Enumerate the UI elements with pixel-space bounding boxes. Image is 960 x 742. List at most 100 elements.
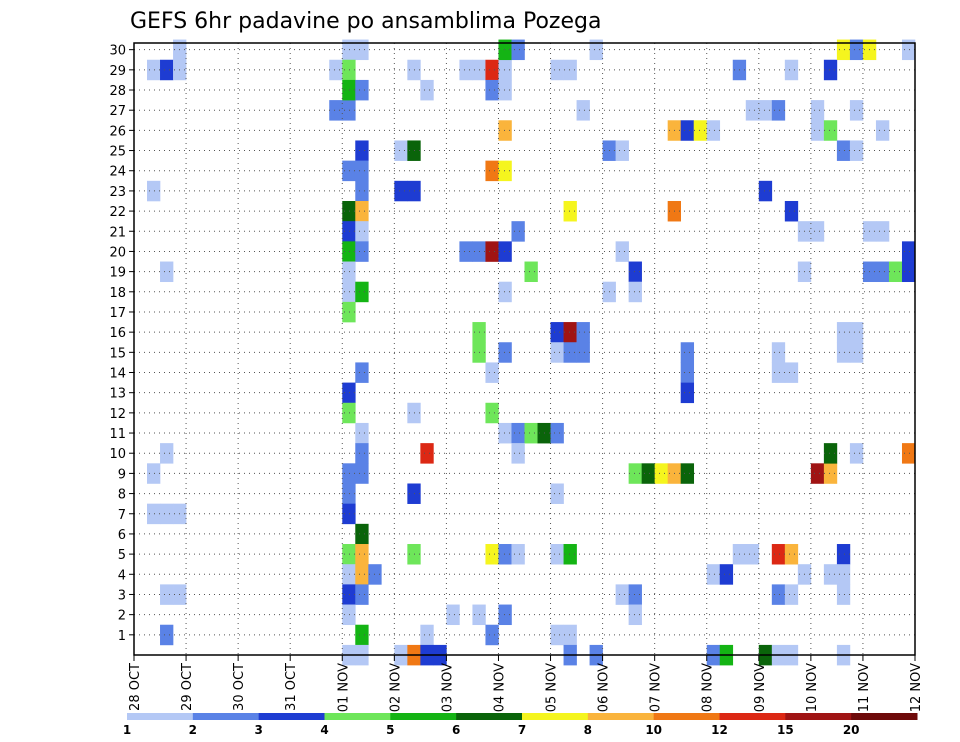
heatmap-cell <box>147 180 161 202</box>
heatmap-cell <box>524 422 538 444</box>
heatmap-cell <box>355 200 369 222</box>
heatmap-cell <box>355 160 369 182</box>
heatmap-cell <box>498 79 512 101</box>
heatmap-cell <box>355 221 369 242</box>
heatmap-cell <box>355 79 369 101</box>
y-tick-label: 18 <box>109 286 126 301</box>
heatmap-cell <box>563 322 577 343</box>
heatmap-cell <box>823 443 838 464</box>
heatmap-cell <box>160 624 174 646</box>
x-tick-label: 11 NOV <box>857 663 872 712</box>
heatmap-cell <box>849 100 864 121</box>
x-tick-label: 28 OCT <box>128 663 143 711</box>
colorbar-label: 3 <box>254 723 262 737</box>
heatmap-cell <box>342 463 356 484</box>
heatmap-cell <box>771 100 786 121</box>
colorbar-label: 15 <box>777 723 794 737</box>
heatmap-cell <box>576 100 590 121</box>
y-tick-label: 5 <box>118 548 126 563</box>
heatmap-cell <box>589 39 603 61</box>
heatmap-cell <box>745 544 760 565</box>
y-tick-label: 22 <box>109 205 126 220</box>
heatmap-cell <box>823 463 838 484</box>
y-tick-label: 11 <box>109 427 126 442</box>
heatmap-cell <box>849 140 864 161</box>
heatmap-cell <box>446 604 460 626</box>
heatmap-cell <box>875 120 890 141</box>
heatmap-cell <box>823 564 838 585</box>
x-tick-label: 04 NOV <box>492 663 507 712</box>
y-tick-label: 29 <box>109 64 126 79</box>
heatmap-cell <box>485 160 499 182</box>
colorbar-label: 20 <box>843 723 860 737</box>
x-tick-label: 06 NOV <box>597 663 612 712</box>
heatmap-cell <box>563 544 577 565</box>
heatmap-cell <box>342 544 356 565</box>
heatmap-cell <box>342 584 356 605</box>
x-tick-label: 10 NOV <box>805 663 820 712</box>
heatmap-cell <box>784 544 799 565</box>
heatmap-cell <box>771 362 786 383</box>
y-tick-label: 1 <box>118 629 126 644</box>
heatmap-cell <box>836 140 851 161</box>
heatmap-cell <box>342 564 356 585</box>
heatmap-cell <box>810 221 825 242</box>
heatmap-cell <box>615 241 629 262</box>
heatmap-cell <box>849 322 864 343</box>
y-tick-label: 2 <box>118 609 126 624</box>
heatmap-cell <box>706 564 721 585</box>
heatmap-cell <box>498 281 512 303</box>
heatmap-cell <box>355 463 369 484</box>
x-tick-label: 05 NOV <box>545 663 560 712</box>
colorbar-segment <box>653 713 720 720</box>
heatmap-cell <box>485 241 499 262</box>
heatmap-cell <box>550 544 564 565</box>
heatmap-cell <box>901 241 916 262</box>
heatmap-cell <box>355 584 369 605</box>
colorbar-segment <box>258 713 325 720</box>
heatmap-cell <box>550 59 564 81</box>
heatmap-cell <box>680 342 695 363</box>
heatmap-cell <box>563 342 577 363</box>
heatmap-cell <box>485 79 499 101</box>
heatmap-cell <box>160 59 174 81</box>
heatmap-cell <box>420 79 434 101</box>
heatmap-cell <box>498 39 512 61</box>
y-tick-label: 28 <box>109 84 126 99</box>
heatmap-cell <box>836 584 851 605</box>
y-tick-label: 8 <box>118 488 126 503</box>
heatmap-cell <box>342 200 356 222</box>
heatmap-cell <box>498 120 512 141</box>
heatmap-cell <box>680 362 695 383</box>
heatmap-cell <box>329 100 343 121</box>
colorbar-label: 12 <box>711 723 728 737</box>
colorbar-label: 10 <box>645 723 662 737</box>
heatmap-cell <box>355 523 369 545</box>
y-tick-label: 15 <box>109 346 126 361</box>
colorbar-label: 2 <box>189 723 197 737</box>
heatmap-cell <box>355 443 369 464</box>
heatmap-cell <box>849 39 864 61</box>
heatmap-cell <box>342 503 356 525</box>
heatmap-cell <box>394 140 408 161</box>
colorbar-segment <box>522 713 589 720</box>
heatmap-cell <box>498 241 512 262</box>
heatmap-cell <box>355 180 369 202</box>
heatmap-cell <box>498 422 512 444</box>
x-tick-label: 08 NOV <box>701 663 716 712</box>
heatmap-cell <box>628 463 642 484</box>
y-tick-label: 23 <box>109 185 126 200</box>
heatmap-cell <box>498 342 512 363</box>
colorbar-label: 1 <box>123 723 131 737</box>
y-tick-label: 7 <box>118 508 126 523</box>
heatmap-cell <box>563 624 577 646</box>
y-tick-label: 20 <box>109 245 126 260</box>
x-axis: 28 OCT 29 OCT 30 OCT 31 OCT 01 NOV 02 NOV 03 N… <box>128 655 924 712</box>
heatmap-cell <box>628 281 642 303</box>
heatmap-cell <box>342 160 356 182</box>
colorbar-label: 7 <box>518 723 526 737</box>
y-tick-label: 19 <box>109 266 126 281</box>
heatmap-cell <box>849 342 864 363</box>
y-tick-label: 12 <box>109 407 126 422</box>
heatmap-cell <box>563 200 577 222</box>
